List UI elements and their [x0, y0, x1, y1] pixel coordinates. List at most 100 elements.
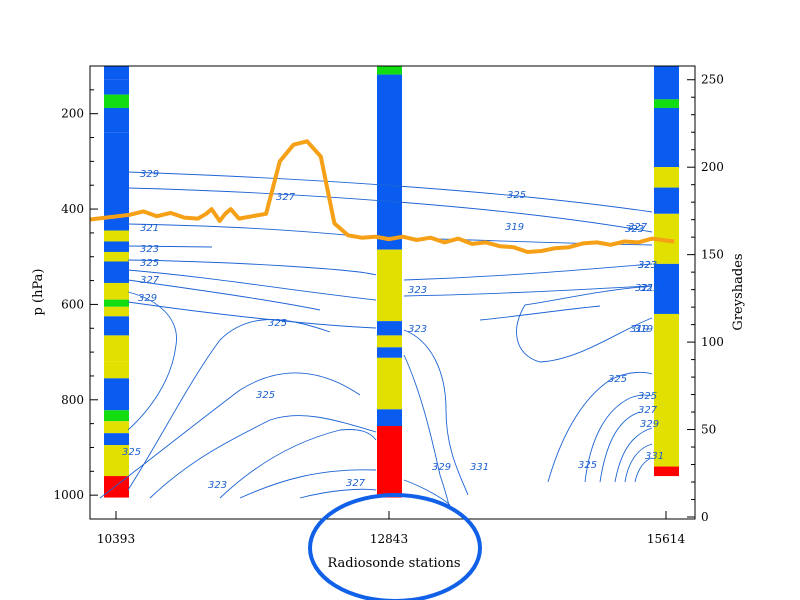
- y2-tick-label-0: 0: [701, 510, 709, 524]
- contour-line-25: [599, 411, 641, 483]
- contour-label-22: 331: [470, 462, 489, 473]
- station-10393-segment-18: [104, 433, 129, 446]
- contour-line-23: [547, 371, 653, 483]
- station-15614-segment-3: [654, 167, 679, 188]
- y2-axis-title: Greyshades: [731, 253, 746, 330]
- y-axis-ticks: 200 400 600 800 1000: [53, 89, 98, 520]
- x-tick-label-1: 12843: [370, 532, 408, 546]
- station-10393-segment-6: [104, 241, 129, 252]
- contour-label-5: 319: [505, 222, 524, 233]
- contour-line-8: [403, 285, 653, 297]
- contour-label-2: 325: [507, 190, 526, 201]
- contour-line-20: [239, 469, 377, 499]
- contour-label-21: 329: [432, 462, 451, 473]
- orange-series: [89, 139, 675, 254]
- contour-label-12: 327: [628, 222, 648, 233]
- station-15614-segment-2: [654, 107, 679, 168]
- y2-axis-ticks: 0 50 100 150 200 250: [687, 73, 724, 524]
- station-12843-segment-6: [377, 357, 402, 410]
- station-12843-segment-0: [377, 66, 402, 75]
- contour-label-11: 323: [408, 324, 427, 335]
- station-10393-segment-19: [104, 445, 129, 477]
- station-12843-segment-2: [377, 249, 402, 322]
- contour-line-26: [614, 427, 653, 483]
- contour-line-14: [403, 354, 451, 511]
- station-10393-segment-1: [104, 79, 129, 95]
- y2-tick-label-1: 50: [701, 423, 716, 437]
- contour-line-15: [479, 305, 601, 321]
- contour-line-9: [127, 279, 321, 311]
- y-tick-label-0: 200: [61, 107, 84, 121]
- contour-label-14: 323: [638, 260, 657, 271]
- contour-label-26: 329: [640, 419, 659, 430]
- contour-label-9: 329: [138, 293, 157, 304]
- y-tick-label-4: 1000: [53, 488, 84, 502]
- contour-line-4: [127, 245, 213, 248]
- contour-line-5: [127, 259, 377, 276]
- y-tick-label-2: 600: [61, 297, 84, 311]
- y2-tick-label-4: 200: [701, 160, 724, 174]
- x-axis-ticks: 10393 12843 15614: [97, 511, 686, 546]
- contour-lines: [99, 171, 653, 511]
- contour-label-8: 327: [140, 275, 160, 286]
- station-10393-segment-14: [104, 361, 129, 379]
- contour-line-11: [127, 301, 377, 329]
- contour-label-6: 323: [140, 244, 159, 255]
- station-12843-segment-5: [377, 347, 402, 358]
- y2-tick-label-2: 100: [701, 335, 724, 349]
- station-12843-segment-7: [377, 409, 402, 427]
- contour-line-7: [127, 269, 377, 301]
- contour-line-6: [403, 263, 653, 281]
- contour-label-7: 325: [140, 258, 159, 269]
- station-15614-segment-8: [654, 466, 679, 477]
- contour-line-17: [99, 372, 361, 499]
- contour-line-16: [516, 285, 653, 363]
- station-10393-segment-13: [104, 335, 129, 362]
- highlight-ellipse: [308, 493, 482, 600]
- x-tick-label-2: 15614: [647, 532, 686, 546]
- station-10393-segment-16: [104, 410, 129, 422]
- station-12843-segment-1: [377, 74, 402, 250]
- y-tick-label-3: 800: [61, 393, 84, 407]
- station-10393-segment-11: [104, 306, 129, 317]
- contour-label-3: 323: [625, 224, 644, 235]
- contour-label-18: 323: [208, 480, 227, 491]
- contour-label-27: 327: [638, 405, 658, 416]
- contour-line-21: [299, 488, 377, 499]
- y-axis-title: p (hPa): [31, 269, 46, 316]
- station-10393-segment-7: [104, 251, 129, 262]
- contour-label-1: 327: [276, 192, 296, 203]
- contour-label-4: 321: [140, 223, 159, 234]
- station-10393-segment-9: [104, 282, 129, 300]
- contour-line-0: [127, 171, 653, 213]
- station-10393-segment-10: [104, 299, 129, 307]
- contour-line-10: [127, 291, 177, 431]
- contour-line-27: [624, 443, 653, 483]
- contour-label-16: 319: [634, 324, 653, 335]
- contour-label-17: 325: [122, 447, 141, 458]
- station-10393-segment-3: [104, 107, 129, 133]
- station-10393-segment-5: [104, 230, 129, 242]
- y-tick-label-1: 400: [61, 202, 84, 216]
- station-12843-segment-4: [377, 335, 402, 348]
- station-15614-segment-7: [654, 313, 679, 467]
- contour-label-10: 323: [408, 285, 427, 296]
- y2-tick-label-3: 150: [701, 248, 724, 262]
- contour-label-29: 323: [638, 260, 657, 271]
- contour-line-28: [634, 457, 653, 483]
- contour-label-15: 321: [635, 283, 654, 294]
- contour-line-12: [403, 329, 469, 496]
- station-10393-segment-12: [104, 316, 129, 336]
- contour-line-19: [219, 429, 377, 499]
- station-15614-segment-6: [654, 263, 679, 314]
- station-15614-segment-1: [654, 99, 679, 108]
- x-tick-label-0: 10393: [97, 532, 135, 546]
- station-12843-segment-8: [377, 426, 402, 498]
- contour-label-25: 331: [645, 451, 664, 462]
- station-10393-segment-20: [104, 476, 129, 498]
- y2-tick-label-5: 250: [701, 73, 724, 87]
- station-10393-segment-17: [104, 421, 129, 434]
- contour-label-31: 319: [630, 324, 649, 335]
